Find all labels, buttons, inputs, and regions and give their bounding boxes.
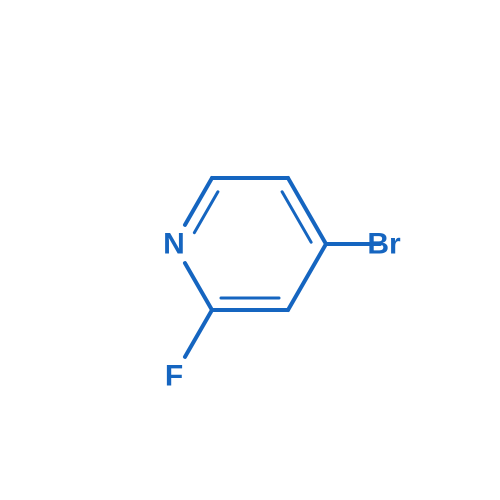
bond xyxy=(282,192,311,242)
bond xyxy=(185,263,212,310)
atom-label-br: Br xyxy=(367,228,401,261)
atom-label-f: F xyxy=(165,360,183,393)
atom-label-n: N xyxy=(163,228,185,261)
molecule-diagram: N F Br xyxy=(0,0,500,500)
bond xyxy=(185,178,212,225)
bond xyxy=(185,310,212,357)
bond xyxy=(288,244,326,310)
bond xyxy=(194,192,218,233)
